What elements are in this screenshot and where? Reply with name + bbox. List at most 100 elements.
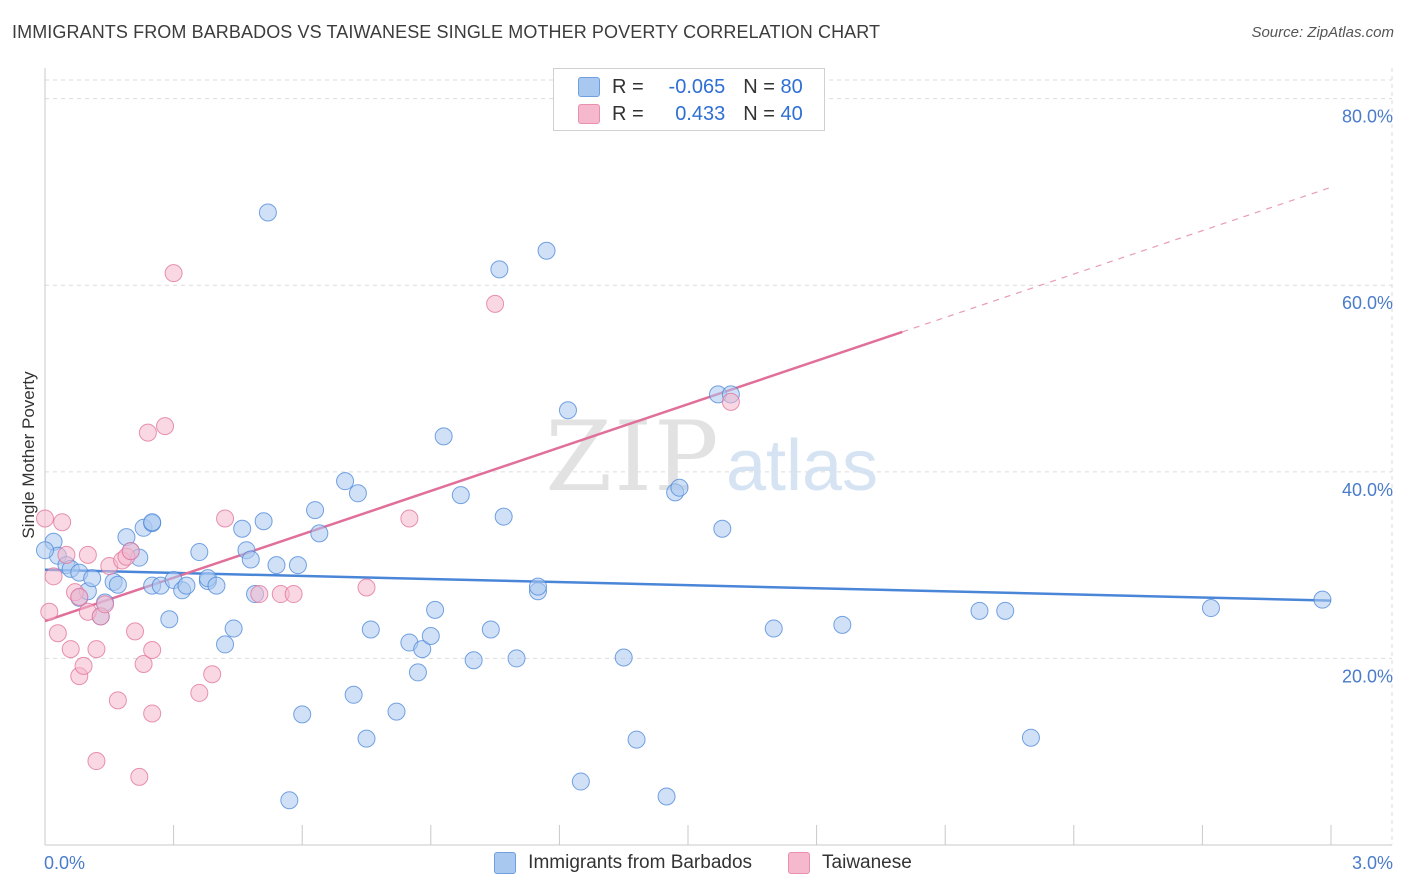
point-barbados [970,601,989,620]
point-barbados [143,513,162,532]
point-barbados [657,787,676,806]
y-tick-label: 20.0% [1342,666,1393,686]
point-taiwanese [138,423,157,442]
point-barbados [190,543,209,562]
legend-r-value: 0.433 [675,102,726,125]
y-tick-label: 40.0% [1342,480,1393,500]
point-barbados [1313,590,1332,609]
point-taiwanese [74,656,93,675]
point-barbados [224,619,243,638]
series-label-barbados: Immigrants from Barbados [528,852,753,873]
series-label-taiwanese: Taiwanese [822,852,912,873]
point-barbados [387,702,406,721]
point-taiwanese [164,264,183,283]
point-taiwanese [284,585,303,604]
point-barbados [413,640,432,659]
point-taiwanese [70,587,89,606]
point-taiwanese [40,602,59,621]
point-barbados [490,260,509,279]
point-taiwanese [203,665,222,684]
point-barbados [464,651,483,670]
point-taiwanese [108,691,127,710]
point-barbados [344,685,363,704]
point-barbados [348,484,367,503]
point-taiwanese [143,704,162,723]
point-barbados [310,524,329,543]
legend-swatch-barbados [578,77,600,97]
point-taiwanese [96,595,115,614]
trend-line-dashed-taiwanese [902,186,1332,333]
legend-n-label: N = [743,75,775,98]
point-barbados [528,577,547,596]
legend-r-label: R = [612,102,644,125]
point-barbados [267,556,286,575]
point-barbados [207,576,226,595]
point-taiwanese [53,513,72,532]
point-barbados [280,791,299,810]
trend-lines [44,186,1332,623]
watermark-atlas: atlas [726,426,878,506]
point-taiwanese [486,294,505,313]
point-barbados [571,772,590,791]
point-barbados [216,635,235,654]
legend-r-label: R = [612,75,644,98]
series-legend-taiwanese: Taiwanese [788,852,912,874]
point-taiwanese [216,509,235,528]
point-taiwanese [87,752,106,771]
point-barbados [336,472,355,491]
trend-line-barbados [44,568,1332,602]
point-taiwanese [121,542,140,561]
series-legend: Immigrants from Barbados Taiwanese [0,852,1406,874]
point-taiwanese [721,392,740,411]
point-barbados [451,486,470,505]
legend-n-label: N = [743,102,775,125]
point-taiwanese [87,640,106,659]
legend-n-value: 80 [780,75,803,98]
point-barbados [614,648,633,667]
tick-labels: 20.0% 40.0% 60.0% 80.0% 0.0% 3.0% [44,107,1393,873]
point-taiwanese [134,655,153,674]
point-taiwanese [250,585,269,604]
point-taiwanese [156,417,175,436]
trend-line-taiwanese [44,330,903,623]
point-barbados [1201,599,1220,618]
point-barbados [713,519,732,538]
series-swatch-taiwanese [788,852,811,874]
point-barbados [306,501,325,520]
point-barbados [233,519,252,538]
point-barbados [288,556,307,575]
point-barbados [627,730,646,749]
point-taiwanese [78,545,97,564]
point-taiwanese [130,767,149,786]
series-swatch-barbados [494,852,517,874]
point-taiwanese [48,624,67,643]
point-taiwanese [357,578,376,597]
correlation-legend: R = -0.065 N = 80 R = 0.433 N = 40 [553,68,825,131]
legend-row-taiwanese: R = 0.433 N = 40 [578,101,803,127]
point-barbados [254,512,273,531]
point-barbados [481,620,500,639]
y-axis-title: Single Mother Poverty [19,371,38,539]
grid-lines [45,68,1393,845]
legend-r-value: -0.065 [668,75,726,98]
y-tick-label: 60.0% [1342,293,1393,313]
chart-source: Source: ZipAtlas.com [1251,24,1394,41]
point-taiwanese [57,545,76,564]
point-barbados [357,729,376,748]
point-taiwanese [400,509,419,528]
point-barbados [36,541,54,560]
watermark-zip: ZIP [545,401,720,513]
point-taiwanese [190,683,209,702]
point-barbados [537,241,556,260]
point-barbados [833,615,852,634]
y-tick-label: 80.0% [1342,107,1393,127]
point-barbados [241,550,260,569]
point-barbados [408,663,427,682]
point-barbados [670,478,689,497]
x-tick-label: 0.0% [44,853,85,873]
axes [44,68,1392,846]
point-barbados [996,601,1015,620]
point-barbados [764,619,783,638]
point-barbados [108,575,127,594]
